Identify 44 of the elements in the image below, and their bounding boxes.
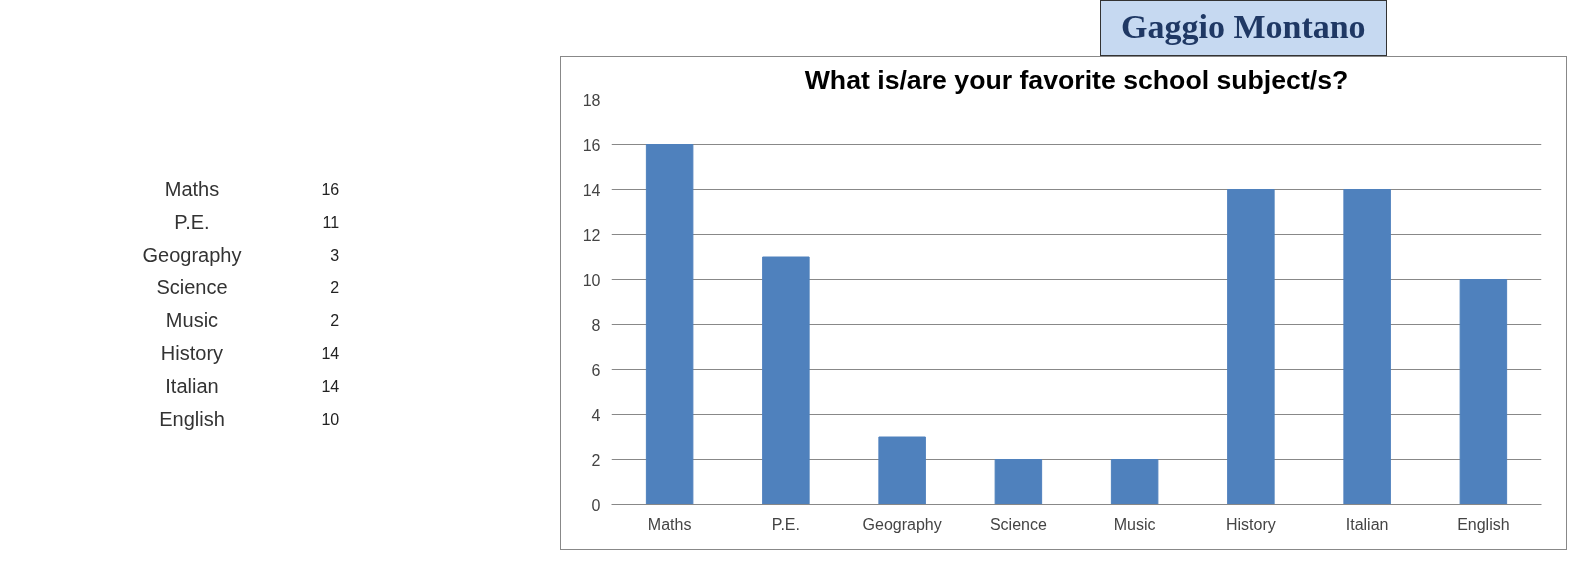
y-tick-label: 18 [582,91,601,109]
y-tick-label: 0 [591,496,601,514]
category-label: Science [156,276,228,299]
data-label: 14 [321,345,340,363]
bar [1227,189,1275,505]
data-label: 2 [330,279,340,297]
chart-title: What is/are your favorite school subject/s? [804,64,1349,95]
bar [994,459,1043,505]
data-label: 2 [330,312,340,330]
category-label: English [159,407,225,430]
bar [1110,459,1159,505]
bar [1459,279,1508,505]
x-tick-label: English [1457,515,1510,533]
text: Gaggio Montano [1121,7,1366,47]
y-tick-label: 8 [591,316,601,334]
y-tick-label: 16 [582,136,601,154]
y-tick-label: 2 [591,451,601,469]
category-label: History [160,342,224,365]
y-tick-label: 14 [582,181,601,199]
data-label: 14 [321,377,340,395]
data-label: 16 [321,180,340,198]
category-label: Geography [142,243,242,266]
category-label: Maths [164,177,220,200]
data-label: 10 [321,410,340,428]
bar [645,144,694,505]
x-tick-label: Music [1113,515,1156,533]
x-tick-label: Italian [1345,515,1389,533]
x-tick-label: Science [989,515,1047,533]
data-label: 3 [330,246,340,264]
data-label: 11 [322,213,340,231]
bar [762,256,810,505]
y-tick-label: 12 [582,226,601,244]
x-tick-label: History [1225,515,1276,533]
y-tick-label: 4 [591,406,601,424]
category-label: P.E. [174,210,210,233]
x-tick-label: Maths [647,515,692,533]
category-label: Italian [165,374,219,397]
x-tick-label: Geography [862,515,942,533]
bar [878,436,926,505]
category-label: Music [165,309,219,332]
x-tick-label: P.E. [771,515,800,533]
y-tick-label: 10 [582,271,601,289]
y-tick-label: 6 [591,361,601,379]
bar [1343,189,1391,505]
